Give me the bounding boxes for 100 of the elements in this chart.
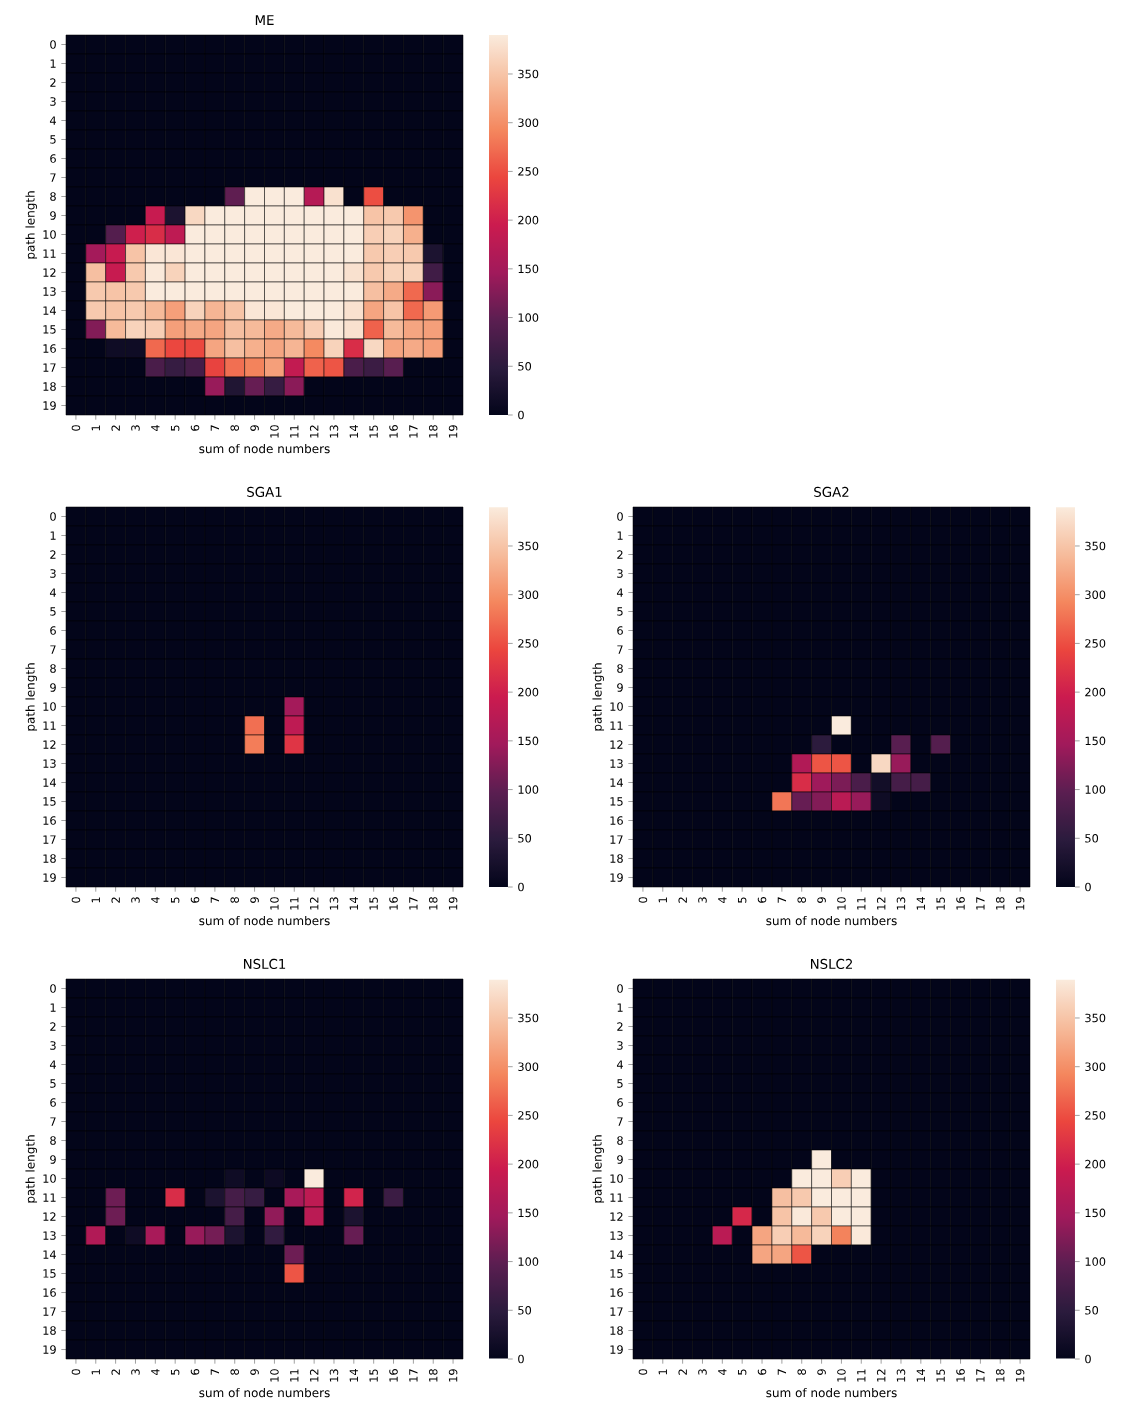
x-tick-label: 1 xyxy=(658,897,667,903)
color-bar-label: 200 xyxy=(518,1159,539,1169)
color-bar-label: 0 xyxy=(1085,1354,1091,1364)
y-tick-label: 0 xyxy=(617,512,623,521)
x-tick-label: 1 xyxy=(91,425,100,431)
x-tick-label: 2 xyxy=(111,1369,120,1375)
y-tick-label: 15 xyxy=(43,1269,56,1278)
x-tick-label: 0 xyxy=(71,897,81,903)
y-tick-label: 7 xyxy=(617,1117,623,1126)
x-tick-label: 13 xyxy=(329,425,339,438)
x-tick-label: 16 xyxy=(956,897,965,910)
x-tick-label: 8 xyxy=(230,1369,240,1375)
x-tick-label: 18 xyxy=(995,897,1005,910)
x-tick-label: 12 xyxy=(876,1369,886,1382)
x-tick-label: 12 xyxy=(309,1369,319,1382)
x-tick-label: 11 xyxy=(290,1369,299,1382)
x-tick-label: 11 xyxy=(857,1369,866,1382)
x-tick-label: 1 xyxy=(91,1369,100,1375)
x-tick-label: 9 xyxy=(817,897,826,903)
y-tick-label: 2 xyxy=(617,1022,623,1031)
color-bar-label: 100 xyxy=(518,785,539,794)
color-bar-label: 350 xyxy=(518,541,539,551)
y-tick-label: 16 xyxy=(43,816,56,825)
color-bar-label: 300 xyxy=(518,1062,539,1071)
y-tick-label: 14 xyxy=(610,1250,623,1259)
y-tick-label: 14 xyxy=(43,1250,56,1259)
x-tick-label: 18 xyxy=(428,1369,438,1382)
x-tick-label: 17 xyxy=(409,897,418,910)
color-bar-label: 50 xyxy=(518,362,532,371)
x-tick-label: 5 xyxy=(170,897,180,903)
x-tick-label: 9 xyxy=(250,425,259,431)
chart-title: SGA1 xyxy=(247,486,282,497)
x-axis-title: sum of node numbers xyxy=(766,915,897,926)
x-axis-title: sum of node numbers xyxy=(199,915,330,926)
y-tick-label: 2 xyxy=(50,550,56,559)
y-tick-label: 7 xyxy=(50,173,56,182)
x-tick-label: 10 xyxy=(270,425,279,438)
y-tick-label: 16 xyxy=(43,344,56,353)
y-tick-label: 15 xyxy=(43,797,56,806)
x-axis-title: sum of node numbers xyxy=(199,1387,330,1398)
x-tick-label: 18 xyxy=(428,897,438,910)
x-tick-label: 6 xyxy=(757,1369,767,1375)
y-tick-label: 5 xyxy=(50,1079,56,1088)
y-tick-label: 2 xyxy=(50,78,56,87)
chart-title: NSLC2 xyxy=(810,958,852,969)
x-tick-label: 0 xyxy=(638,897,648,903)
color-bar-label: 50 xyxy=(1085,1306,1099,1315)
x-tick-label: 6 xyxy=(190,897,200,903)
x-tick-label: 19 xyxy=(1015,1369,1025,1382)
y-tick-label: 15 xyxy=(43,325,56,334)
x-tick-label: 15 xyxy=(936,1369,945,1382)
y-tick-label: 10 xyxy=(43,230,56,239)
y-tick-label: 12 xyxy=(43,740,56,749)
y-tick-label: 0 xyxy=(50,512,56,521)
y-tick-label: 4 xyxy=(616,588,623,597)
x-tick-label: 19 xyxy=(448,1369,458,1382)
x-tick-label: 12 xyxy=(876,897,886,910)
y-tick-label: 15 xyxy=(610,797,623,806)
y-tick-label: 19 xyxy=(43,401,56,410)
color-bar-label: 250 xyxy=(518,167,539,176)
x-tick-label: 5 xyxy=(737,897,747,903)
x-tick-label: 14 xyxy=(349,897,358,910)
y-tick-label: 3 xyxy=(617,569,623,578)
y-axis-title: path length xyxy=(25,1135,38,1203)
x-tick-label: 18 xyxy=(428,425,438,438)
color-bar-label: 200 xyxy=(1085,1159,1106,1169)
color-bar-label: 200 xyxy=(518,687,539,697)
y-tick-label: 7 xyxy=(50,645,56,654)
y-tick-label: 3 xyxy=(50,1041,56,1050)
y-tick-label: 12 xyxy=(43,1212,56,1221)
x-tick-label: 17 xyxy=(409,1369,418,1382)
color-bar-label: 350 xyxy=(1085,541,1106,551)
color-bar-label: 150 xyxy=(518,264,539,274)
x-tick-label: 0 xyxy=(71,425,81,431)
y-tick-label: 11 xyxy=(43,249,56,258)
y-tick-label: 3 xyxy=(50,97,56,106)
color-bar-label: 300 xyxy=(1085,590,1106,599)
x-tick-label: 1 xyxy=(658,1369,667,1375)
x-tick-label: 11 xyxy=(290,425,299,438)
y-axis-title: path length xyxy=(592,663,605,731)
x-tick-label: 19 xyxy=(448,425,458,438)
x-tick-label: 1 xyxy=(91,897,100,903)
color-bar-label: 50 xyxy=(518,834,532,843)
color-bar-label: 150 xyxy=(518,1208,539,1218)
y-tick-label: 9 xyxy=(617,1155,623,1164)
chart-title: SGA2 xyxy=(814,486,849,497)
color-bar-label: 200 xyxy=(518,215,539,225)
y-axis-title: path length xyxy=(25,663,38,731)
x-tick-label: 13 xyxy=(896,1369,906,1382)
y-tick-label: 18 xyxy=(43,854,56,863)
x-tick-label: 7 xyxy=(777,1369,787,1375)
x-tick-label: 8 xyxy=(230,897,240,903)
x-tick-label: 13 xyxy=(329,1369,339,1382)
x-tick-label: 14 xyxy=(916,897,925,910)
y-tick-label: 18 xyxy=(43,1326,56,1335)
x-tick-label: 14 xyxy=(916,1369,925,1382)
y-tick-label: 0 xyxy=(617,984,623,993)
chart-title: NSLC1 xyxy=(243,958,286,969)
y-tick-label: 4 xyxy=(49,1060,56,1069)
color-bar-label: 250 xyxy=(1085,1111,1106,1120)
